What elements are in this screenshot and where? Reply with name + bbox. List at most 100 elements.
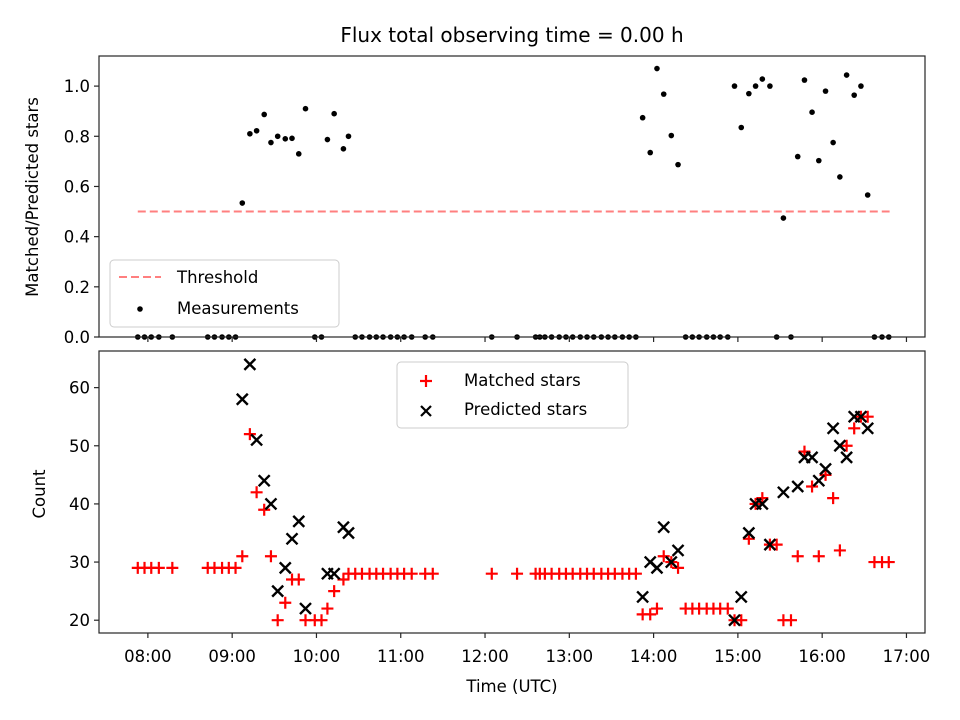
predicted-star-point xyxy=(243,358,257,371)
matched-star-point xyxy=(791,550,804,563)
matched-star-point xyxy=(827,492,840,505)
measurement-point xyxy=(268,139,274,146)
measurements-legend-swatch xyxy=(137,306,143,312)
matched-star-point xyxy=(882,556,895,569)
matched-star-point xyxy=(770,538,783,551)
measurement-point xyxy=(253,127,260,134)
predicted-star-point xyxy=(734,590,748,604)
matched-legend-swatch xyxy=(420,375,432,387)
matched-star-point xyxy=(833,544,846,557)
matched-star-point xyxy=(840,439,853,452)
measurement-point xyxy=(731,83,738,89)
predicted-star-point xyxy=(292,515,306,528)
predicted-star-point xyxy=(327,567,341,581)
ratio-y-tick-label: 1.0 xyxy=(64,77,90,96)
matched-star-point xyxy=(798,445,811,458)
count-y-tick-label: 50 xyxy=(69,437,90,456)
matched-star-point xyxy=(243,428,256,441)
predicted-star-point xyxy=(299,602,312,615)
measurement-point xyxy=(345,133,352,140)
matched-star-point xyxy=(812,550,825,563)
time-x-tick-label: 08:00 xyxy=(124,647,172,666)
measurement-point xyxy=(830,139,836,146)
time-x-tick-label: 13:00 xyxy=(546,647,594,666)
matched-star-point xyxy=(271,614,284,627)
measurement-point xyxy=(759,76,766,82)
measurement-point xyxy=(752,83,759,89)
measurement-point xyxy=(843,72,850,78)
predicted-star-point xyxy=(805,451,819,464)
predicted-star-point xyxy=(833,439,847,453)
measurement-point xyxy=(639,114,646,121)
predicted-star-point xyxy=(636,590,649,604)
measurement-point xyxy=(801,77,808,83)
matched-star-point xyxy=(861,410,874,423)
predicted-star-point xyxy=(854,410,868,424)
measurement-point xyxy=(274,133,281,140)
count-y-tick-label: 40 xyxy=(69,495,90,514)
matched-star-point xyxy=(315,614,328,627)
matched-star-point xyxy=(742,532,755,545)
measurement-point xyxy=(331,110,337,117)
predicted-star-point xyxy=(671,544,685,557)
predicted-star-point xyxy=(657,520,671,534)
measurement-point xyxy=(302,105,309,112)
ratio-legend: Threshold Measurements xyxy=(109,259,340,328)
ratio-y-tick-label: 0.0 xyxy=(64,328,90,347)
matched-star-point xyxy=(485,567,498,580)
time-x-tick-label: 11:00 xyxy=(377,647,425,666)
matched-star-point xyxy=(292,573,305,586)
measurement-point xyxy=(794,153,801,160)
ratio-y-tick-label: 0.2 xyxy=(64,278,90,297)
measurement-point xyxy=(668,132,675,139)
predicted-star-point xyxy=(250,433,263,447)
matched-star-point xyxy=(756,492,769,505)
x-axis-label: Time (UTC) xyxy=(465,677,557,696)
predicted-star-point xyxy=(742,526,756,540)
measurement-point xyxy=(809,109,815,115)
ratio-axes-frame xyxy=(98,55,926,338)
predicted-star-point xyxy=(278,561,292,575)
matched-star-point xyxy=(721,602,734,615)
predicted-star-point xyxy=(271,584,285,598)
time-x-tick-label: 09:00 xyxy=(208,647,256,666)
measurement-point xyxy=(851,92,857,98)
measurement-point xyxy=(295,151,302,157)
measurement-point xyxy=(289,135,295,142)
measurement-point xyxy=(247,130,253,137)
predicted-star-point xyxy=(235,392,249,406)
matched-star-point xyxy=(152,561,165,574)
measurement-point xyxy=(675,161,681,168)
matched-star-point xyxy=(629,567,642,580)
matched-star-point xyxy=(258,503,271,516)
matched-star-point xyxy=(657,550,670,563)
time-x-tick-label: 15:00 xyxy=(714,647,762,666)
matched-star-point xyxy=(644,608,657,621)
ratio-y-tick-label: 0.6 xyxy=(64,177,90,196)
matched-star-point xyxy=(848,422,861,435)
measurement-point xyxy=(822,88,829,94)
ratio-y-tick-label: 0.8 xyxy=(64,127,90,146)
predicted-legend-label: Predicted stars xyxy=(464,400,587,419)
matched-star-point xyxy=(405,567,418,580)
ratio-y-tick-label: 0.4 xyxy=(64,228,90,247)
matched-star-point xyxy=(650,602,663,615)
matched-star-point xyxy=(511,567,524,580)
predicted-star-point xyxy=(819,462,832,476)
measurement-point xyxy=(654,65,660,72)
count-axes-frame xyxy=(98,350,926,634)
time-x-tick-label: 17:00 xyxy=(883,647,931,666)
measurement-point xyxy=(340,146,347,152)
measurement-point xyxy=(837,174,843,180)
matched-star-point xyxy=(426,567,439,580)
predicted-star-point xyxy=(861,421,875,435)
matched-star-point xyxy=(806,480,819,493)
matched-star-point xyxy=(250,486,263,499)
matched-star-point xyxy=(279,596,292,609)
predicted-star-point xyxy=(650,561,664,575)
count-legend-box xyxy=(396,361,629,429)
matched-star-point xyxy=(672,561,685,574)
matched-star-point xyxy=(735,614,748,627)
measurement-point xyxy=(282,135,289,142)
